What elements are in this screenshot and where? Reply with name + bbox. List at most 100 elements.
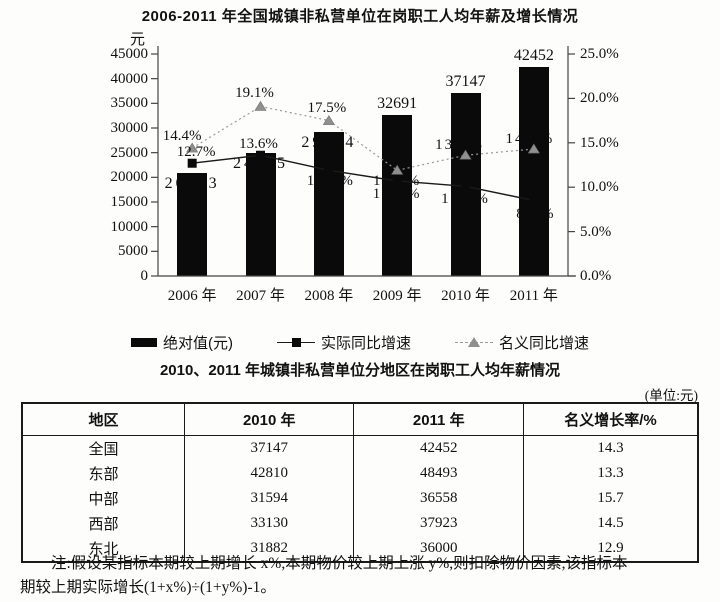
cell-2011: 48493 xyxy=(353,461,524,486)
nominal-growth-label: 17.5% xyxy=(307,99,347,116)
left-axis-tick-label: 15000 xyxy=(110,194,149,210)
cell-growth: 14.5 xyxy=(522,511,699,536)
real-growth-line xyxy=(192,154,534,202)
chart-lines-layer xyxy=(151,46,576,277)
nominal-growth-label: 14.4% xyxy=(162,128,202,145)
legend-label: 名义同比增速 xyxy=(499,335,590,352)
triangle-marker xyxy=(322,115,335,125)
legend-item-real-growth: 实际同比增速 xyxy=(276,332,411,353)
right-axis-tick-label: 0.0% xyxy=(580,268,612,284)
left-axis-tick-label: 40000 xyxy=(110,70,149,87)
cell-2011: 36558 xyxy=(353,486,524,511)
cell-growth: 13.3 xyxy=(522,461,699,486)
footnote: 注:假设某指标本期较上期增长 x%,本期物价较上期上涨 y%,则扣除物价因素,该… xyxy=(20,552,708,600)
solid-line-square-icon xyxy=(276,337,315,348)
real-growth-label: 12.7% xyxy=(176,144,216,161)
square-marker xyxy=(461,181,470,191)
table-unit-label: (单位:元) xyxy=(644,388,698,403)
table-title: 2010、2011 年城镇非私营单位分地区在岗职工人均年薪情况 xyxy=(159,362,561,379)
bar xyxy=(313,131,344,276)
square-marker xyxy=(324,165,334,175)
cell-2010: 42810 xyxy=(183,461,355,486)
bar-value-label: 42452 xyxy=(513,46,554,64)
triangle-marker xyxy=(527,143,540,154)
x-axis-label: 2008 年 xyxy=(304,288,354,304)
header-growth: 名义增长率/% xyxy=(522,402,699,436)
triangle-marker xyxy=(186,142,199,153)
cell-2010: 33130 xyxy=(183,511,355,536)
bar xyxy=(245,152,276,276)
cell-growth: 14.3 xyxy=(522,435,699,461)
real-growth-label: 13.6% xyxy=(239,136,278,153)
x-axis-label: 2009 年 xyxy=(372,288,422,304)
bar xyxy=(518,66,549,276)
cell-growth: 12.9 xyxy=(522,536,699,562)
cell-region: 西部 xyxy=(21,511,185,536)
cell-2010: 37147 xyxy=(183,435,355,461)
dashed-line-triangle-icon xyxy=(455,337,493,348)
cell-2011: 37923 xyxy=(353,511,524,536)
table-row: 中部 31594 36558 15.7 xyxy=(21,486,699,511)
legend-item-nominal-growth: 名义同比增速 xyxy=(455,332,589,353)
cell-region: 东部 xyxy=(21,461,185,486)
square-marker xyxy=(392,176,402,186)
left-axis-tick-label: 5000 xyxy=(118,243,148,260)
header-2011: 2011 年 xyxy=(353,402,524,436)
header-region: 地区 xyxy=(21,402,185,436)
left-axis-tick-label: 20000 xyxy=(110,169,149,186)
chart-legend: 绝对值(元) 实际同比增速 名义同比增速 xyxy=(0,332,720,353)
bar-value-label: 37147 xyxy=(445,72,486,90)
chart-title: 2006-2011 年全国城镇非私营单位在岗职工人均年薪及增长情况 xyxy=(141,8,579,25)
x-axis-label: 2006 年 xyxy=(167,288,217,304)
footnote-line: 期较上期实际增长(1+x%)÷(1+y%)-1。 xyxy=(20,579,276,597)
x-axis-label: 2007 年 xyxy=(236,288,285,304)
region-salary-table: 地区 2010 年 2011 年 名义增长率/% 全国 37147 42452 … xyxy=(21,402,699,563)
nominal-growth-label: 19.1% xyxy=(235,85,274,102)
triangle-marker xyxy=(391,164,404,175)
triangle-marker xyxy=(254,100,267,111)
cell-2011: 36000 xyxy=(353,536,524,562)
cell-region: 全国 xyxy=(21,435,185,461)
bar xyxy=(382,114,413,276)
right-axis-tick-label: 10.0% xyxy=(580,179,619,196)
square-marker xyxy=(529,196,539,206)
left-axis-tick-label: 30000 xyxy=(110,120,149,136)
x-axis-label: 2011 年 xyxy=(509,288,558,304)
cell-2010: 31882 xyxy=(183,536,355,562)
table-header-row: 地区 2010 年 2011 年 名义增长率/% xyxy=(21,402,699,436)
square-marker xyxy=(187,158,197,168)
right-axis-tick-label: 15.0% xyxy=(580,134,619,151)
bar xyxy=(177,172,208,276)
triangle-marker xyxy=(459,149,472,160)
footnote-line: 注:假设某指标本期较上期增长 x%,本期物价较上期上涨 y%,则扣除物价因素,该… xyxy=(51,555,628,572)
left-axis-tick-label: 25000 xyxy=(110,144,149,161)
y-axis-unit-label: 元 xyxy=(130,32,146,48)
salary-growth-chart: 元 45000 40000 35000 30000 25000 20000 15000 100… xyxy=(0,26,720,322)
right-axis-tick-label: 25.0% xyxy=(580,46,619,62)
left-axis-tick-label: 10000 xyxy=(110,218,149,235)
table-row: 西部 33130 37923 14.5 xyxy=(21,511,699,536)
left-axis-tick-label: 0 xyxy=(140,268,149,284)
legend-label: 绝对值(元) xyxy=(162,335,233,352)
bar-swatch-icon xyxy=(130,338,157,347)
cell-2011: 42452 xyxy=(353,435,524,461)
legend-label: 实际同比增速 xyxy=(320,335,411,352)
table-row: 全国 37147 42452 14.3 xyxy=(21,435,699,461)
table-row: 东部 42810 48493 13.3 xyxy=(21,461,699,486)
header-2010: 2010 年 xyxy=(183,402,355,436)
table-row: 东北 31882 36000 12.9 xyxy=(21,536,699,562)
legend-item-absolute: 绝对值(元) xyxy=(130,332,233,353)
cell-growth: 15.7 xyxy=(522,486,699,511)
cell-2010: 31594 xyxy=(183,486,355,511)
cell-region: 中部 xyxy=(21,486,185,511)
left-axis-tick-label: 45000 xyxy=(110,46,149,62)
nominal-growth-line xyxy=(191,105,534,171)
bar-value-label: 32691 xyxy=(377,94,418,112)
right-axis-tick-label: 20.0% xyxy=(580,90,619,107)
square-marker xyxy=(256,150,265,160)
left-axis-tick-label: 35000 xyxy=(110,95,149,112)
cell-region: 东北 xyxy=(21,536,185,562)
x-axis-label: 2010 年 xyxy=(441,288,490,304)
right-axis-tick-label: 5.0% xyxy=(580,223,612,240)
